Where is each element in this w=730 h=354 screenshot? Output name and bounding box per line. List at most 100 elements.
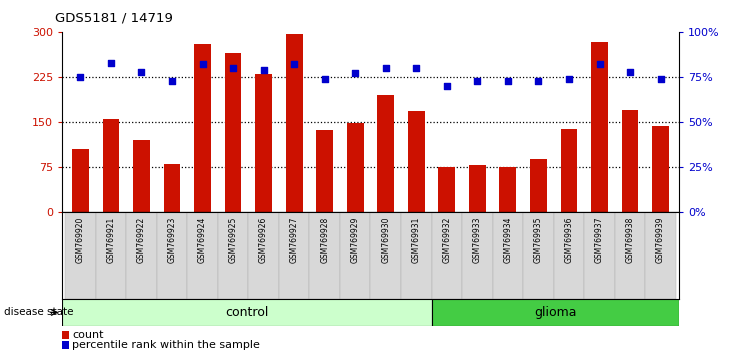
Text: GSM769939: GSM769939	[656, 217, 665, 263]
Text: GSM769922: GSM769922	[137, 217, 146, 263]
Text: GSM769933: GSM769933	[473, 217, 482, 263]
Text: GSM769925: GSM769925	[228, 217, 237, 263]
Text: percentile rank within the sample: percentile rank within the sample	[72, 340, 260, 350]
Text: GDS5181 / 14719: GDS5181 / 14719	[55, 12, 172, 25]
Bar	[591, 42, 608, 212]
Point	[136, 69, 147, 74]
Bar	[188, 32, 218, 212]
Bar	[615, 212, 645, 299]
Bar	[462, 212, 493, 299]
Text: GSM769926: GSM769926	[259, 217, 268, 263]
Text: GSM769936: GSM769936	[564, 217, 574, 263]
Bar	[72, 149, 89, 212]
Bar	[248, 32, 279, 212]
Bar	[584, 32, 615, 212]
Point	[350, 70, 361, 76]
Text: GSM769930: GSM769930	[381, 217, 391, 263]
Point	[472, 78, 483, 84]
Bar	[340, 32, 370, 212]
Point	[319, 76, 331, 82]
Point	[74, 74, 86, 80]
Bar	[408, 111, 425, 212]
Bar	[218, 212, 248, 299]
Text: GSM769934: GSM769934	[504, 217, 512, 263]
Text: GSM769929: GSM769929	[350, 217, 360, 263]
Point	[533, 78, 545, 84]
Bar	[126, 212, 157, 299]
Bar	[255, 74, 272, 212]
Point	[258, 67, 269, 73]
Bar	[499, 167, 516, 212]
Bar	[310, 32, 340, 212]
Text: GSM769938: GSM769938	[626, 217, 634, 263]
Text: control: control	[226, 306, 269, 319]
Bar	[65, 32, 96, 212]
Text: GSM769921: GSM769921	[107, 217, 115, 263]
Bar	[615, 32, 645, 212]
Bar	[431, 212, 462, 299]
Text: GSM769928: GSM769928	[320, 217, 329, 263]
Point	[410, 65, 422, 71]
Text: GSM769927: GSM769927	[290, 217, 299, 263]
Bar	[102, 119, 119, 212]
Point	[288, 62, 300, 67]
Point	[563, 76, 575, 82]
Bar	[279, 32, 310, 212]
Bar	[652, 126, 669, 212]
Text: GSM769935: GSM769935	[534, 217, 543, 263]
Bar	[65, 212, 96, 299]
Bar	[340, 212, 370, 299]
Bar	[645, 32, 676, 212]
Bar	[371, 32, 401, 212]
Bar	[553, 32, 584, 212]
Bar	[62, 299, 432, 326]
Point	[380, 65, 391, 71]
Bar	[645, 212, 676, 299]
Bar	[622, 110, 639, 212]
Bar	[401, 32, 431, 212]
Point	[593, 62, 605, 67]
Point	[441, 83, 453, 89]
Point	[166, 78, 178, 84]
Text: GSM769931: GSM769931	[412, 217, 420, 263]
Bar	[523, 212, 553, 299]
Bar	[431, 32, 462, 212]
Bar	[157, 212, 188, 299]
Bar	[523, 32, 553, 212]
Bar	[279, 212, 310, 299]
Bar	[164, 164, 180, 212]
Text: glioma: glioma	[534, 306, 577, 319]
Text: GSM769920: GSM769920	[76, 217, 85, 263]
Bar	[401, 212, 431, 299]
Bar	[96, 212, 126, 299]
Bar	[561, 129, 577, 212]
Bar	[347, 123, 364, 212]
Point	[655, 76, 666, 82]
Bar	[493, 212, 523, 299]
Bar	[133, 140, 150, 212]
Bar	[96, 32, 126, 212]
Bar	[316, 130, 333, 212]
Bar	[462, 32, 493, 212]
Bar	[248, 212, 279, 299]
Bar	[469, 165, 485, 212]
Bar	[225, 53, 242, 212]
Bar	[493, 32, 523, 212]
Text: GSM769937: GSM769937	[595, 217, 604, 263]
Text: GSM769932: GSM769932	[442, 217, 451, 263]
Point	[196, 62, 208, 67]
Bar	[310, 212, 340, 299]
Bar	[218, 32, 248, 212]
Bar	[584, 212, 615, 299]
Bar	[126, 32, 157, 212]
Bar	[194, 44, 211, 212]
Bar	[530, 159, 547, 212]
Bar	[285, 34, 302, 212]
Bar	[62, 341, 69, 349]
Text: disease state: disease state	[4, 307, 73, 318]
Bar	[377, 95, 394, 212]
Text: GSM769924: GSM769924	[198, 217, 207, 263]
Bar	[62, 331, 69, 339]
Text: GSM769923: GSM769923	[167, 217, 177, 263]
Point	[502, 78, 514, 84]
